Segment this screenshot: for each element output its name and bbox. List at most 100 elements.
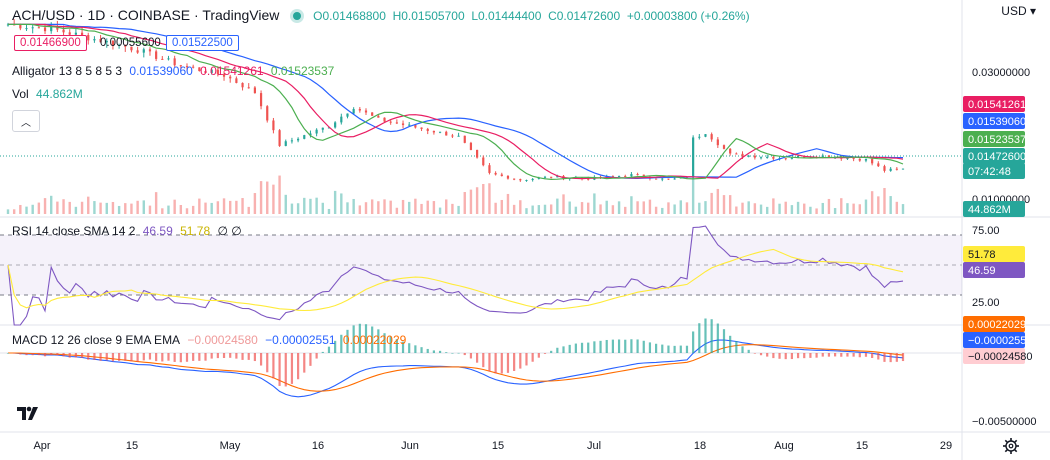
volume-bar bbox=[506, 193, 510, 214]
macd-hist-bar bbox=[364, 324, 368, 353]
volume-bar bbox=[883, 188, 886, 214]
macd-hist-bar bbox=[142, 353, 145, 361]
macd-hist-bar bbox=[13, 353, 16, 354]
macd-legend[interactable]: MACD 12 26 close 9 EMA EMA −0.00024580 −… bbox=[12, 333, 410, 347]
candle bbox=[136, 46, 139, 54]
volume-bar bbox=[587, 202, 590, 214]
macd-hist-bar bbox=[111, 353, 115, 362]
volume-bar bbox=[420, 203, 423, 214]
volume-bar bbox=[222, 198, 226, 214]
candle bbox=[229, 74, 232, 83]
ohlc-change: +0.00003800 (+0.26%) bbox=[626, 9, 750, 23]
candle bbox=[278, 129, 281, 147]
volume-bar bbox=[210, 202, 213, 214]
volume-legend[interactable]: Vol 44.862M bbox=[12, 87, 87, 101]
macd-hist-bar bbox=[155, 353, 158, 362]
svg-text:51.78: 51.78 bbox=[968, 249, 996, 261]
candle bbox=[883, 164, 886, 173]
volume-bar bbox=[642, 201, 645, 214]
symbol-title[interactable]: ACH/USD · 1D · COINBASE · TradingView bbox=[12, 7, 280, 23]
macd-axis-label: −0.00024580 bbox=[963, 348, 1033, 364]
volume-bars bbox=[6, 175, 905, 214]
macd-hist-bar bbox=[482, 353, 485, 368]
volume-bar bbox=[333, 190, 337, 214]
volume-bar bbox=[19, 204, 22, 214]
candle bbox=[272, 117, 275, 134]
volume-bar bbox=[790, 205, 794, 214]
rsi-axis-label: 51.78 bbox=[963, 246, 1025, 262]
volume-bar bbox=[438, 207, 442, 214]
volume-bar bbox=[173, 199, 176, 214]
volume-bar bbox=[722, 195, 726, 214]
macd-hist-bar bbox=[895, 353, 898, 362]
volume-bar bbox=[167, 205, 170, 214]
volume-label: Vol bbox=[12, 87, 29, 101]
volume-bar bbox=[253, 193, 257, 214]
settings-gear-icon[interactable] bbox=[1003, 438, 1019, 454]
candle bbox=[729, 148, 732, 156]
macd-hist-bar bbox=[735, 341, 738, 353]
macd-hist-bar bbox=[753, 353, 756, 354]
macd-hist-bar bbox=[414, 345, 417, 353]
time-tick: 15 bbox=[126, 440, 138, 452]
macd-hist-bar bbox=[550, 350, 553, 353]
macd-hist-bar bbox=[463, 353, 466, 356]
candle bbox=[253, 86, 256, 94]
volume-bar bbox=[198, 198, 201, 214]
macd-hist-bar bbox=[50, 353, 53, 356]
macd-hist-bar bbox=[148, 353, 152, 360]
candle bbox=[93, 36, 96, 43]
volume-bar bbox=[630, 196, 633, 214]
collapse-legend-button[interactable]: ︿ bbox=[12, 110, 40, 132]
candle bbox=[784, 158, 787, 161]
volume-bar bbox=[414, 198, 417, 214]
macd-hist-bar bbox=[130, 353, 133, 362]
alligator-teeth-line bbox=[8, 23, 904, 180]
volume-bar bbox=[87, 196, 90, 214]
candle bbox=[210, 68, 213, 75]
macd-hist-bar bbox=[617, 339, 621, 353]
candle bbox=[722, 144, 726, 150]
volume-bar bbox=[710, 192, 713, 214]
volume-bar bbox=[543, 204, 547, 214]
macd-hist-bar bbox=[19, 353, 22, 355]
volume-bar bbox=[31, 204, 34, 214]
volume-bar bbox=[105, 202, 108, 214]
candle bbox=[130, 46, 133, 53]
candle bbox=[99, 34, 102, 43]
candle bbox=[371, 112, 374, 116]
macd-hist-bar bbox=[519, 353, 522, 369]
volume-bar bbox=[315, 197, 318, 214]
macd-hist-bar bbox=[445, 352, 448, 353]
macd-hist-bar bbox=[352, 325, 355, 353]
volume-bar bbox=[235, 200, 238, 214]
volume-bar bbox=[161, 208, 164, 214]
rsi-legend[interactable]: RSI 14 close SMA 14 2 46.59 51.78 ∅ ∅ bbox=[12, 224, 246, 238]
candle bbox=[469, 141, 473, 151]
macd-hist-bar bbox=[284, 353, 287, 387]
macd-hist-bar bbox=[834, 353, 837, 357]
candle bbox=[655, 178, 658, 180]
tradingview-logo[interactable] bbox=[14, 400, 42, 424]
alligator-legend[interactable]: Alligator 13 8 5 8 5 3 0.01539060 0.0154… bbox=[12, 64, 338, 78]
svg-text:−0.00024580: −0.00024580 bbox=[968, 351, 1033, 363]
macd-hist-bar bbox=[408, 343, 411, 353]
axis-labels: 0.030000000.0100000075.0025.00−0.0050000… bbox=[33, 67, 1036, 452]
macd-hist-bar bbox=[624, 339, 627, 353]
price-tag-b: 0.01522500 bbox=[166, 35, 239, 51]
macd-hist-bar bbox=[179, 353, 182, 363]
macd-hist-bar bbox=[37, 353, 40, 356]
macd-hist-bar bbox=[80, 353, 84, 358]
candle bbox=[358, 107, 361, 113]
rsi-tick: 75.00 bbox=[972, 225, 1000, 237]
macd-hist-bar bbox=[494, 353, 497, 374]
rsi-value: 46.59 bbox=[142, 224, 173, 238]
currency-selector[interactable]: USD ▾ bbox=[1001, 4, 1036, 18]
macd-hist-bar bbox=[93, 353, 96, 360]
candle bbox=[62, 25, 65, 37]
candle bbox=[790, 157, 793, 160]
macd-hist-bar bbox=[488, 353, 491, 372]
macd-hist-bar bbox=[803, 353, 806, 359]
macd-hist-bar bbox=[827, 353, 831, 357]
